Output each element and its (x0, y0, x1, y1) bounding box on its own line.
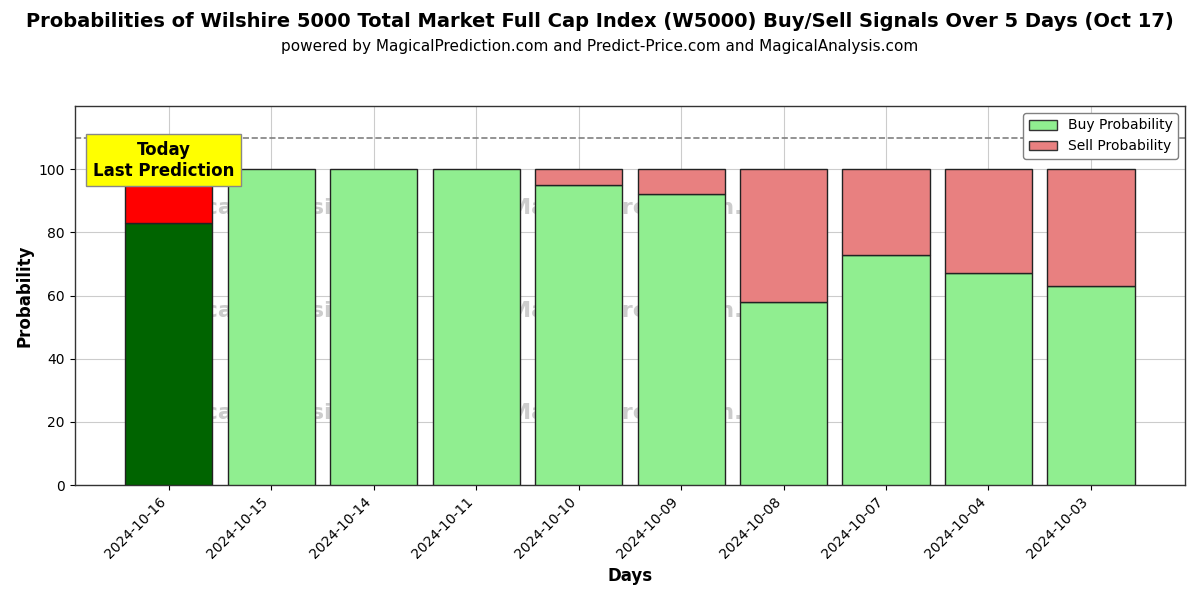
Bar (944, 274, 1032, 485)
Y-axis label: Probability: Probability (16, 244, 34, 347)
Bar (740, 302, 827, 485)
Bar (125, 169, 212, 223)
Bar (125, 223, 212, 485)
Text: MagicalPrediction.com: MagicalPrediction.com (509, 403, 794, 423)
Text: powered by MagicalPrediction.com and Predict-Price.com and MagicalAnalysis.com: powered by MagicalPrediction.com and Pre… (281, 39, 919, 54)
X-axis label: Days: Days (607, 567, 653, 585)
Bar (1048, 169, 1134, 286)
Bar (944, 169, 1032, 274)
Bar (535, 169, 622, 185)
Bar (228, 169, 314, 485)
Bar (740, 169, 827, 302)
Text: Today
Last Prediction: Today Last Prediction (92, 141, 234, 179)
Bar (330, 169, 418, 485)
Bar (1048, 286, 1134, 485)
Text: MagicalAnalysis.com: MagicalAnalysis.com (144, 403, 406, 423)
Bar (535, 185, 622, 485)
Bar (432, 169, 520, 485)
Bar (842, 254, 930, 485)
Text: MagicalPrediction.com: MagicalPrediction.com (509, 301, 794, 321)
Text: MagicalAnalysis.com: MagicalAnalysis.com (144, 199, 406, 218)
Legend: Buy Probability, Sell Probability: Buy Probability, Sell Probability (1024, 113, 1178, 159)
Bar (842, 169, 930, 254)
Text: MagicalAnalysis.com: MagicalAnalysis.com (144, 301, 406, 321)
Text: Probabilities of Wilshire 5000 Total Market Full Cap Index (W5000) Buy/Sell Sign: Probabilities of Wilshire 5000 Total Mar… (26, 12, 1174, 31)
Bar (637, 194, 725, 485)
Bar (637, 169, 725, 194)
Text: MagicalPrediction.com: MagicalPrediction.com (509, 199, 794, 218)
